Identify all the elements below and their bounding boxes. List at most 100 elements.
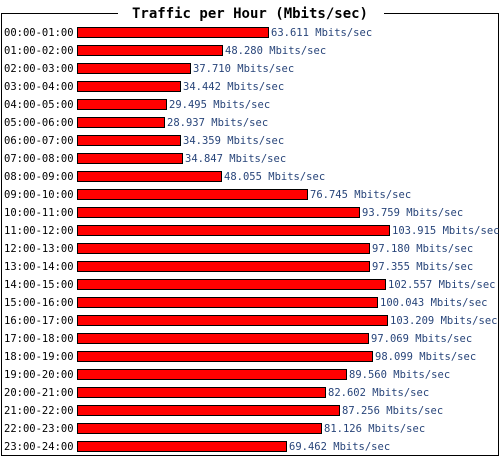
value-label-00:00-01:00: 63.611 Mbits/sec: [271, 27, 372, 39]
bar-row-05:00-06:00: 05:00-06:00 28.937 Mbits/sec: [4, 117, 268, 129]
hour-label-05:00-06:00: 05:00-06:00: [4, 117, 74, 129]
value-label-14:00-15:00: 102.557 Mbits/sec: [388, 279, 495, 291]
value-label-16:00-17:00: 103.209 Mbits/sec: [390, 315, 497, 327]
value-label-11:00-12:00: 103.915 Mbits/sec: [392, 225, 499, 237]
bar-row-13:00-14:00: 13:00-14:00 97.355 Mbits/sec: [4, 261, 473, 273]
hour-label-20:00-21:00: 20:00-21:00: [4, 387, 74, 399]
hour-label-04:00-05:00: 04:00-05:00: [4, 99, 74, 111]
bar-14:00-15:00: [77, 279, 386, 290]
value-label-05:00-06:00: 28.937 Mbits/sec: [167, 117, 268, 129]
bar-09:00-10:00: [77, 189, 308, 200]
value-label-23:00-24:00: 69.462 Mbits/sec: [289, 441, 390, 453]
bar-00:00-01:00: [77, 27, 269, 38]
value-label-18:00-19:00: 98.099 Mbits/sec: [375, 351, 476, 363]
value-label-20:00-21:00: 82.602 Mbits/sec: [328, 387, 429, 399]
bar-row-07:00-08:00: 07:00-08:00 34.847 Mbits/sec: [4, 153, 286, 165]
value-label-06:00-07:00: 34.359 Mbits/sec: [183, 135, 284, 147]
bar-row-22:00-23:00: 22:00-23:00 81.126 Mbits/sec: [4, 423, 425, 435]
hour-label-17:00-18:00: 17:00-18:00: [4, 333, 74, 345]
bar-10:00-11:00: [77, 207, 360, 218]
bar-02:00-03:00: [77, 63, 191, 74]
value-label-02:00-03:00: 37.710 Mbits/sec: [193, 63, 294, 75]
bar-row-06:00-07:00: 06:00-07:00 34.359 Mbits/sec: [4, 135, 284, 147]
hour-label-08:00-09:00: 08:00-09:00: [4, 171, 74, 183]
bar-17:00-18:00: [77, 333, 369, 344]
bar-21:00-22:00: [77, 405, 340, 416]
hour-label-21:00-22:00: 21:00-22:00: [4, 405, 74, 417]
bar-13:00-14:00: [77, 261, 370, 272]
value-label-22:00-23:00: 81.126 Mbits/sec: [324, 423, 425, 435]
bar-row-08:00-09:00: 08:00-09:00 48.055 Mbits/sec: [4, 171, 325, 183]
bar-12:00-13:00: [77, 243, 370, 254]
bar-row-17:00-18:00: 17:00-18:00 97.069 Mbits/sec: [4, 333, 472, 345]
value-label-09:00-10:00: 76.745 Mbits/sec: [310, 189, 411, 201]
value-label-07:00-08:00: 34.847 Mbits/sec: [185, 153, 286, 165]
bar-15:00-16:00: [77, 297, 378, 308]
value-label-21:00-22:00: 87.256 Mbits/sec: [342, 405, 443, 417]
bar-row-03:00-04:00: 03:00-04:00 34.442 Mbits/sec: [4, 81, 284, 93]
bar-row-01:00-02:00: 01:00-02:00 48.280 Mbits/sec: [4, 45, 326, 57]
bar-row-11:00-12:00: 11:00-12:00 103.915 Mbits/sec: [4, 225, 499, 237]
bar-19:00-20:00: [77, 369, 347, 380]
bar-16:00-17:00: [77, 315, 388, 326]
bar-row-12:00-13:00: 12:00-13:00 97.180 Mbits/sec: [4, 243, 473, 255]
hour-label-19:00-20:00: 19:00-20:00: [4, 369, 74, 381]
bar-11:00-12:00: [77, 225, 390, 236]
chart-title: Traffic per Hour (Mbits/sec): [132, 6, 368, 22]
bar-row-18:00-19:00: 18:00-19:00 98.099 Mbits/sec: [4, 351, 476, 363]
value-label-04:00-05:00: 29.495 Mbits/sec: [169, 99, 270, 111]
hour-label-03:00-04:00: 03:00-04:00: [4, 81, 74, 93]
bar-03:00-04:00: [77, 81, 181, 92]
chart-title-background: [118, 4, 384, 22]
bar-04:00-05:00: [77, 99, 167, 110]
bar-20:00-21:00: [77, 387, 326, 398]
hour-label-14:00-15:00: 14:00-15:00: [4, 279, 74, 291]
bar-row-14:00-15:00: 14:00-15:00 102.557 Mbits/sec: [4, 279, 495, 291]
value-label-13:00-14:00: 97.355 Mbits/sec: [372, 261, 473, 273]
hour-label-12:00-13:00: 12:00-13:00: [4, 243, 74, 255]
value-label-15:00-16:00: 100.043 Mbits/sec: [380, 297, 487, 309]
hour-label-09:00-10:00: 09:00-10:00: [4, 189, 74, 201]
bar-row-15:00-16:00: 15:00-16:00 100.043 Mbits/sec: [4, 297, 487, 309]
bar-row-23:00-24:00: 23:00-24:00 69.462 Mbits/sec: [4, 441, 390, 453]
bar-07:00-08:00: [77, 153, 183, 164]
bar-row-10:00-11:00: 10:00-11:00 93.759 Mbits/sec: [4, 207, 463, 219]
value-label-10:00-11:00: 93.759 Mbits/sec: [362, 207, 463, 219]
bar-row-02:00-03:00: 02:00-03:00 37.710 Mbits/sec: [4, 63, 294, 75]
bar-18:00-19:00: [77, 351, 373, 362]
bar-row-00:00-01:00: 00:00-01:00 63.611 Mbits/sec: [4, 27, 372, 39]
hour-label-18:00-19:00: 18:00-19:00: [4, 351, 74, 363]
hour-label-01:00-02:00: 01:00-02:00: [4, 45, 74, 57]
hour-label-13:00-14:00: 13:00-14:00: [4, 261, 74, 273]
hour-label-11:00-12:00: 11:00-12:00: [4, 225, 74, 237]
bar-01:00-02:00: [77, 45, 223, 56]
value-label-17:00-18:00: 97.069 Mbits/sec: [371, 333, 472, 345]
hour-label-10:00-11:00: 10:00-11:00: [4, 207, 74, 219]
bar-row-21:00-22:00: 21:00-22:00 87.256 Mbits/sec: [4, 405, 443, 417]
value-label-19:00-20:00: 89.560 Mbits/sec: [349, 369, 450, 381]
bar-06:00-07:00: [77, 135, 181, 146]
hour-label-16:00-17:00: 16:00-17:00: [4, 315, 74, 327]
hour-label-06:00-07:00: 06:00-07:00: [4, 135, 74, 147]
bar-22:00-23:00: [77, 423, 322, 434]
bar-05:00-06:00: [77, 117, 165, 128]
value-label-01:00-02:00: 48.280 Mbits/sec: [225, 45, 326, 57]
bar-row-19:00-20:00: 19:00-20:00 89.560 Mbits/sec: [4, 369, 450, 381]
hour-label-23:00-24:00: 23:00-24:00: [4, 441, 74, 453]
hour-label-02:00-03:00: 02:00-03:00: [4, 63, 74, 75]
bar-row-20:00-21:00: 20:00-21:00 82.602 Mbits/sec: [4, 387, 429, 399]
bar-23:00-24:00: [77, 441, 287, 452]
bar-row-16:00-17:00: 16:00-17:00 103.209 Mbits/sec: [4, 315, 497, 327]
hour-label-15:00-16:00: 15:00-16:00: [4, 297, 74, 309]
value-label-12:00-13:00: 97.180 Mbits/sec: [372, 243, 473, 255]
value-label-03:00-04:00: 34.442 Mbits/sec: [183, 81, 284, 93]
bar-rows: 00:00-01:00 63.611 Mbits/sec 01:00-02:00 48…: [4, 27, 499, 453]
hour-label-22:00-23:00: 22:00-23:00: [4, 423, 74, 435]
hour-label-00:00-01:00: 00:00-01:00: [4, 27, 74, 39]
bar-08:00-09:00: [77, 171, 222, 182]
hour-label-07:00-08:00: 07:00-08:00: [4, 153, 74, 165]
bar-row-04:00-05:00: 04:00-05:00 29.495 Mbits/sec: [4, 99, 270, 111]
bar-row-09:00-10:00: 09:00-10:00 76.745 Mbits/sec: [4, 189, 411, 201]
value-label-08:00-09:00: 48.055 Mbits/sec: [224, 171, 325, 183]
